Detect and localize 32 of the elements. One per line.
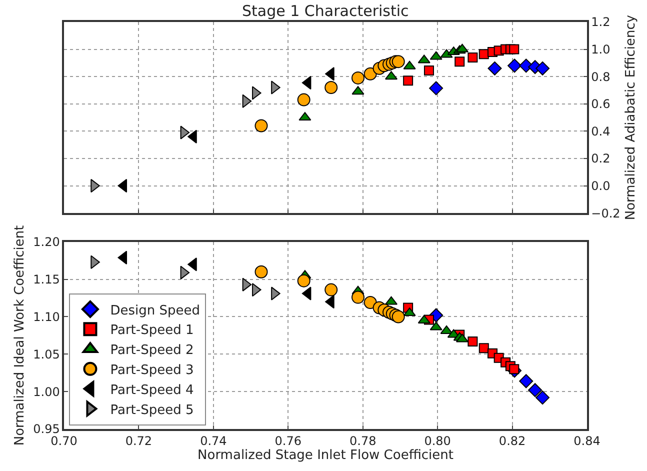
y-tick-label: 1.00	[33, 384, 60, 399]
legend-label: Part-Speed 2	[110, 343, 194, 358]
y2-axis-title: Normalized Adiabatic Efficiency	[623, 14, 638, 220]
y2-tick-label: 1.0	[591, 42, 610, 56]
y-tick-label: 1.20	[33, 235, 60, 250]
y2-tick-label: 1.2	[591, 15, 610, 30]
y-tick-label: 1.15	[33, 272, 60, 287]
y2-tick-label: 0.8	[591, 70, 610, 84]
legend-label: Part-Speed 5	[110, 402, 194, 418]
x-tick-label: 0.84	[574, 434, 600, 448]
y2-tick-label: 0.0	[591, 178, 610, 193]
y2-tick-label: 0.4	[591, 124, 610, 138]
y-tick-label: 1.05	[33, 347, 60, 362]
y2-tick-label: 0.2	[591, 152, 610, 166]
y-axis-title: Normalized Ideal Work Coefficient	[12, 225, 28, 446]
chart-title: Stage 1 Characteristic	[242, 2, 409, 20]
x-tick-label: 0.78	[350, 434, 376, 448]
legend-label: Design Speed	[110, 303, 200, 318]
x-tick-label: 0.70	[50, 434, 78, 448]
x-tick-label: 0.74	[200, 434, 227, 448]
y-tick-label: 0.95	[33, 422, 60, 436]
y2-tick-label: −0.2	[591, 206, 620, 220]
x-tick-label: 0.72	[125, 434, 152, 448]
y2-tick-label: 0.6	[591, 97, 610, 112]
x-axis-title: Normalized Stage Inlet Flow Coefficient	[198, 448, 454, 464]
x-tick-label: 0.80	[424, 434, 451, 448]
x-tick-label: 0.76	[274, 434, 302, 448]
x-tick-label: 0.82	[498, 434, 526, 448]
legend-label: Part-Speed 1	[110, 323, 194, 338]
legend-label: Part-Speed 3	[110, 362, 194, 378]
legend-label: Part-Speed 4	[110, 382, 194, 398]
y-tick-label: 1.10	[33, 310, 60, 324]
